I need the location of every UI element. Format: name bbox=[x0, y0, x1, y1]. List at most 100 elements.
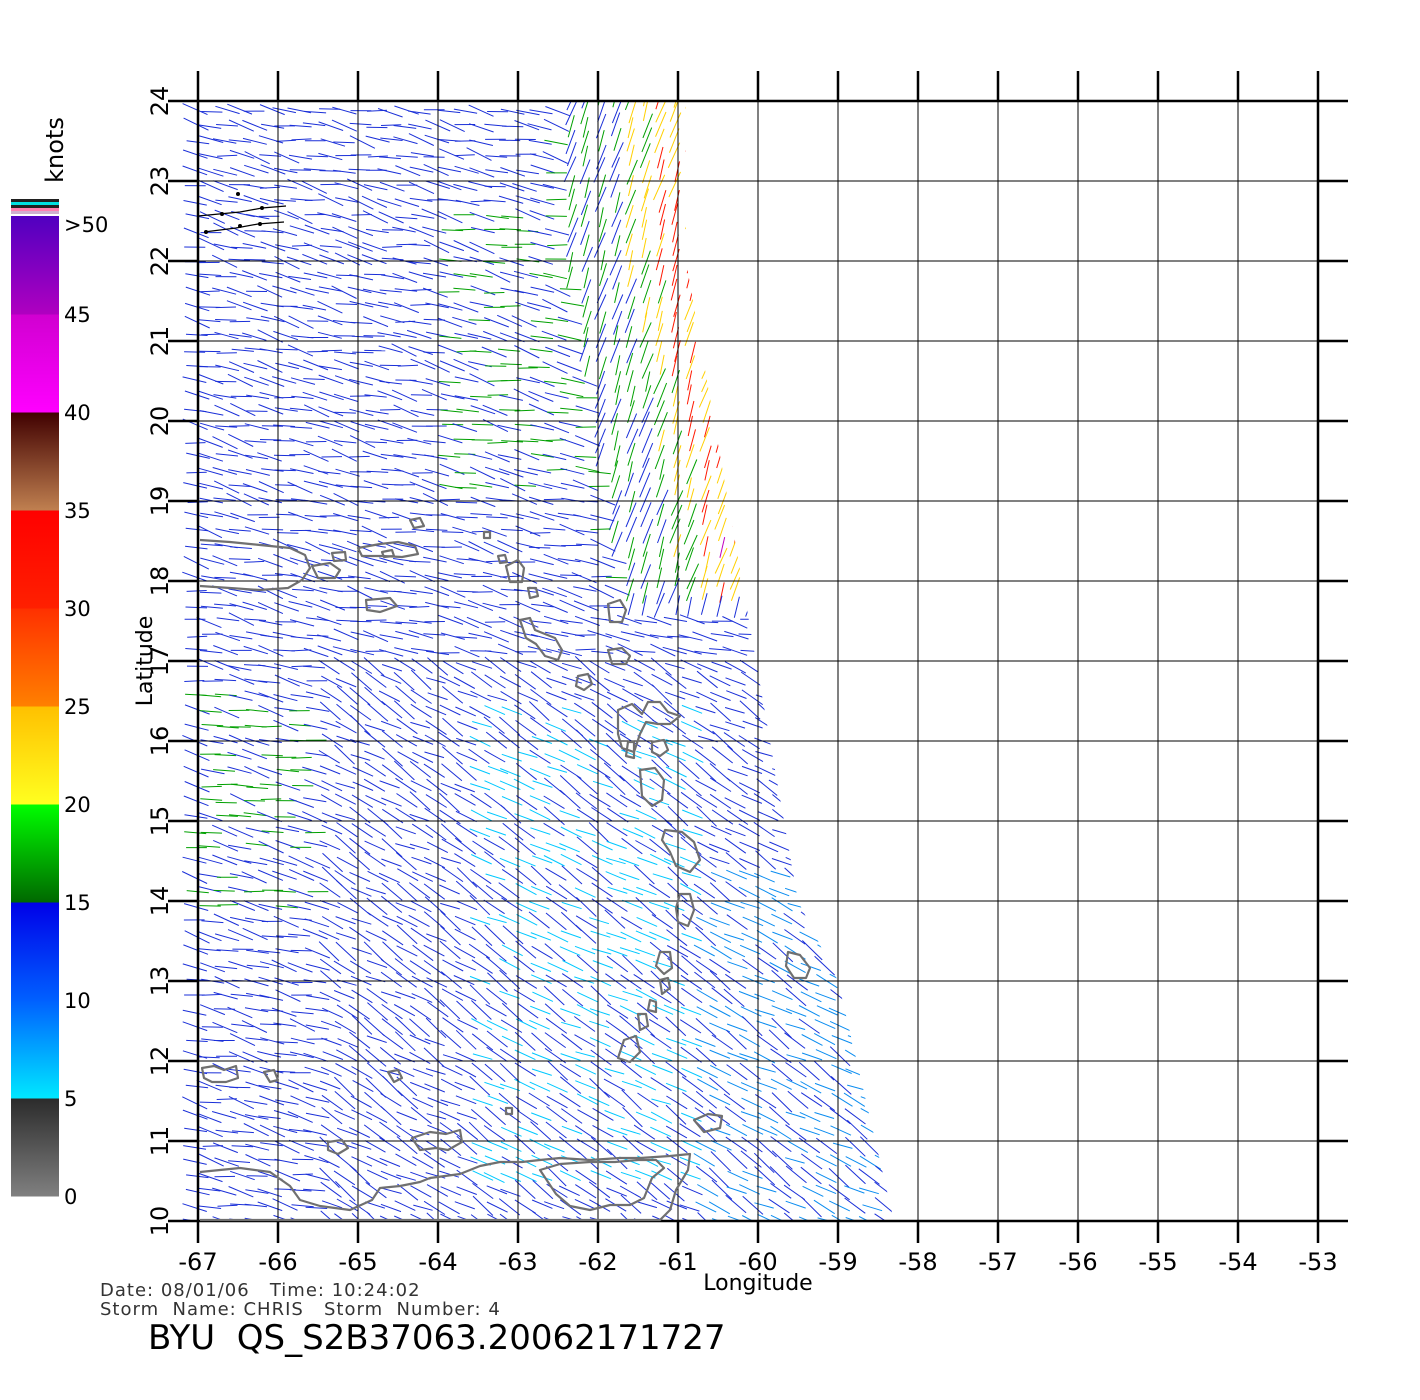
wind-vector bbox=[485, 155, 508, 158]
wind-vector bbox=[198, 124, 222, 129]
wind-vector bbox=[649, 838, 671, 856]
wind-vector bbox=[305, 1206, 328, 1209]
wind-vector bbox=[409, 761, 432, 778]
wind-vector bbox=[512, 183, 537, 192]
wind-vector bbox=[500, 768, 521, 778]
wind-vector bbox=[440, 409, 463, 413]
wind-vector bbox=[709, 856, 730, 865]
wind-vector bbox=[498, 616, 525, 629]
wind-vector bbox=[739, 1184, 761, 1195]
wind-vector bbox=[213, 889, 235, 892]
wind-vector bbox=[481, 346, 507, 358]
wind-vector bbox=[334, 351, 357, 355]
wind-vector bbox=[634, 864, 655, 885]
wind-vector bbox=[772, 768, 793, 776]
wind-vector bbox=[216, 617, 240, 622]
wind-vector bbox=[635, 988, 657, 1001]
wind-vector bbox=[453, 438, 475, 441]
wind-vector bbox=[594, 186, 607, 212]
wind-vector bbox=[545, 648, 571, 656]
wind-vector bbox=[591, 840, 613, 851]
wind-vector bbox=[258, 692, 284, 703]
wind-vector bbox=[515, 513, 540, 520]
wind-vector bbox=[665, 1016, 687, 1037]
wind-vector bbox=[500, 1188, 521, 1197]
wind-vector bbox=[272, 228, 298, 236]
wind-vector bbox=[485, 943, 507, 962]
wind-vector bbox=[620, 1061, 643, 1079]
wind-vector bbox=[214, 404, 240, 417]
wind-vector bbox=[275, 989, 301, 1002]
wind-vector bbox=[617, 614, 642, 625]
wind-vector bbox=[636, 886, 657, 896]
wind-vector bbox=[659, 459, 665, 480]
wind-vector bbox=[656, 580, 666, 605]
wind-vector bbox=[396, 1174, 416, 1181]
wind-vector bbox=[558, 1136, 581, 1154]
wind-vector bbox=[515, 902, 537, 913]
wind-vector bbox=[199, 710, 222, 713]
wind-vector bbox=[319, 882, 341, 898]
wind-vector bbox=[410, 900, 432, 913]
info-date-time: Date: 08/01/06 Time: 10:24:02 bbox=[100, 1280, 421, 1301]
wind-vector bbox=[306, 617, 329, 621]
wind-vector bbox=[215, 105, 240, 115]
wind-vector bbox=[513, 955, 535, 973]
wind-vector bbox=[287, 677, 313, 687]
track-point bbox=[204, 230, 208, 234]
wind-vector bbox=[290, 287, 315, 296]
wind-vector bbox=[334, 834, 356, 854]
wind-vector bbox=[397, 868, 419, 882]
wind-vector bbox=[544, 1032, 566, 1049]
wind-vector bbox=[681, 1076, 704, 1093]
wind-vector bbox=[185, 92, 209, 97]
wind-vector bbox=[658, 536, 665, 558]
colorbar-band bbox=[11, 706, 59, 805]
wind-vector bbox=[365, 1181, 387, 1199]
wind-vector bbox=[377, 332, 401, 338]
wind-vector bbox=[587, 630, 612, 639]
wind-vector bbox=[348, 1045, 370, 1064]
wind-vector bbox=[410, 1107, 432, 1125]
wind-vector bbox=[346, 540, 373, 553]
wind-vector bbox=[832, 1142, 853, 1149]
wind-vector bbox=[677, 647, 702, 655]
wind-vector bbox=[228, 433, 254, 447]
wind-vector bbox=[321, 1037, 342, 1046]
wind-vector bbox=[470, 227, 495, 234]
wind-vector bbox=[396, 924, 418, 945]
wind-vector bbox=[423, 1200, 446, 1215]
wind-vector bbox=[652, 1064, 673, 1074]
wind-vector bbox=[366, 470, 389, 473]
wind-vector bbox=[469, 350, 492, 353]
wind-vector bbox=[716, 595, 723, 617]
wind-vector bbox=[648, 883, 671, 899]
wind-vector bbox=[860, 1107, 882, 1121]
wind-vector bbox=[381, 730, 403, 748]
wind-vector bbox=[261, 94, 283, 96]
wind-vector bbox=[426, 1184, 449, 1197]
wind-vector bbox=[379, 181, 405, 192]
wind-vector bbox=[440, 823, 462, 843]
wind-vector bbox=[561, 676, 583, 684]
wind-vector bbox=[682, 734, 704, 749]
wind-vector bbox=[659, 203, 666, 226]
wind-vector bbox=[292, 588, 314, 592]
coastline bbox=[330, 550, 348, 563]
wind-vector bbox=[574, 656, 596, 676]
wind-vector bbox=[531, 94, 553, 96]
wind-vector bbox=[335, 197, 359, 203]
wind-vector bbox=[275, 1099, 299, 1105]
wind-vector bbox=[798, 1018, 820, 1034]
wind-vector bbox=[440, 925, 461, 946]
wind-vector bbox=[382, 930, 404, 946]
wind-vector bbox=[530, 320, 554, 324]
wind-vector bbox=[364, 750, 385, 760]
wind-vector bbox=[454, 395, 479, 401]
coastline bbox=[654, 950, 674, 976]
colorbar-tick-label: 5 bbox=[64, 1087, 77, 1111]
wind-vector bbox=[302, 928, 328, 940]
wind-vector bbox=[424, 1083, 445, 1093]
wind-vector bbox=[656, 567, 663, 589]
wind-vector bbox=[679, 1204, 700, 1212]
